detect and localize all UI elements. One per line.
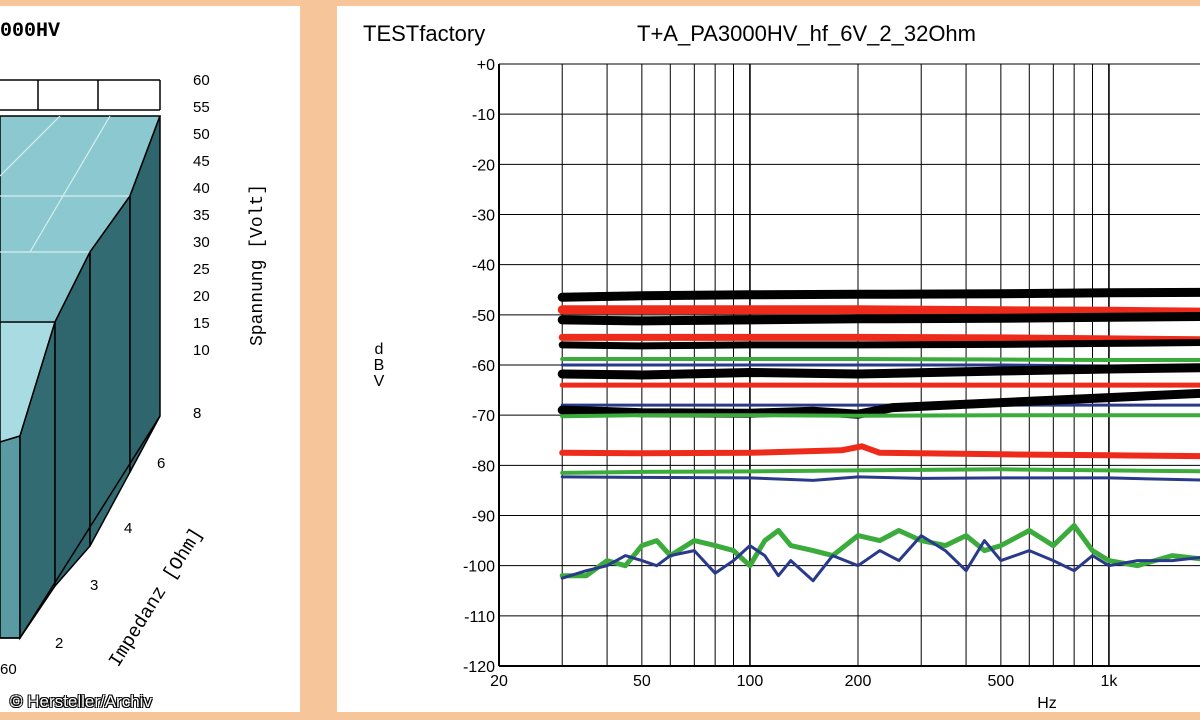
x-tick-label: 500 <box>988 673 1015 690</box>
y-tick-label: -80 <box>472 458 495 475</box>
chart-title: T+A_PA3000HV_hf_6V_2_32Ohm <box>637 21 976 46</box>
y-tick-label: -50 <box>472 308 495 325</box>
y-tick-label: +0 <box>477 57 495 74</box>
voltage-tick: 20 <box>193 288 210 305</box>
x-tick-label: 200 <box>845 673 872 690</box>
voltage-tick: 35 <box>193 207 210 224</box>
y-axis-label-char: d <box>375 341 384 358</box>
frequency-response-chart: TESTfactory T+A_PA3000HV_hf_6V_2_32Ohm +… <box>363 21 1200 712</box>
y-tick-label: -10 <box>472 107 495 124</box>
y-tick-label: -30 <box>472 208 495 225</box>
series-line-4 <box>558 339 1200 350</box>
x-axis-ticks: 20 50 100 200 500 1k <box>490 673 1118 690</box>
left-top-frame <box>0 79 161 111</box>
x-tick-label: 20 <box>490 673 508 690</box>
voltage-tick: 10 <box>193 342 210 359</box>
y-tick-label: -60 <box>472 358 495 375</box>
x-axis-label: Hz <box>1037 695 1057 712</box>
voltage-tick: 25 <box>193 261 210 278</box>
voltage-tick: 50 <box>193 126 210 143</box>
voltage-tick: 55 <box>193 99 210 116</box>
series-line-10 <box>557 388 1200 419</box>
y-axis-label-char: V <box>374 373 385 390</box>
y-tick-label: -110 <box>464 609 495 626</box>
series-line-16 <box>560 534 1200 583</box>
left-chart-panel: 000HV <box>0 6 300 712</box>
series-line-5 <box>560 357 1200 362</box>
y-axis-label-char: B <box>374 357 385 374</box>
bottom-tick: 60 <box>0 661 17 678</box>
voltage-axis-label: Spannung [Volt] <box>248 184 268 346</box>
voltage-tick: 60 <box>193 72 210 89</box>
x-tick-label: 1k <box>1100 673 1118 690</box>
series-line-7 <box>557 363 1200 380</box>
voltage-tick: 15 <box>193 315 210 332</box>
series-line-0 <box>557 287 1200 302</box>
impedance-axis-label: Impedanz [Ohm] <box>104 524 207 671</box>
y-axis-label: d B V <box>374 341 385 390</box>
voltage-axis-ticks: 60 55 50 45 40 35 30 25 20 15 10 <box>193 72 210 359</box>
left-3d-chart: 000HV <box>0 20 268 678</box>
series-line-13 <box>560 467 1200 475</box>
impedance-tick: 6 <box>157 455 165 472</box>
series-line-1 <box>557 305 1200 317</box>
y-tick-label: -20 <box>472 157 495 174</box>
impedance-tick: 3 <box>90 577 98 594</box>
voltage-tick: 30 <box>193 234 210 251</box>
copyright-watermark: © Hersteller/Archiv <box>10 692 152 711</box>
impedance-tick: 4 <box>124 520 132 537</box>
series-line-15 <box>559 523 1200 579</box>
y-tick-label: -40 <box>472 258 495 275</box>
right-chart-panel: TESTfactory T+A_PA3000HV_hf_6V_2_32Ohm +… <box>337 6 1200 712</box>
impedance-tick: 8 <box>193 405 201 422</box>
left-chart-title: 000HV <box>0 20 60 43</box>
y-tick-label: -90 <box>472 509 495 526</box>
series-line-2 <box>557 311 1200 326</box>
voltage-tick: 45 <box>193 153 210 170</box>
series-line-12 <box>559 443 1200 460</box>
impedance-axis-ticks: 8 6 4 3 2 60 <box>0 405 201 678</box>
series-line-14 <box>560 475 1200 482</box>
y-axis-ticks: +0 -10 -20 -30 -40 -50 -60 -70 -80 -90 -100 -110 -12… <box>463 57 495 676</box>
y-tick-label: -100 <box>463 559 495 576</box>
impedance-tick: 2 <box>55 635 63 652</box>
left-block-faces <box>0 115 161 641</box>
x-tick-label: 100 <box>737 673 764 690</box>
x-tick-label: 50 <box>633 673 651 690</box>
chart-brand: TESTfactory <box>363 21 485 46</box>
chart-series <box>557 287 1200 583</box>
y-tick-label: -120 <box>463 659 495 676</box>
y-tick-label: -70 <box>472 408 495 425</box>
series-line-11 <box>560 413 1200 419</box>
series-line-3 <box>558 333 1200 344</box>
voltage-tick: 40 <box>193 180 210 197</box>
